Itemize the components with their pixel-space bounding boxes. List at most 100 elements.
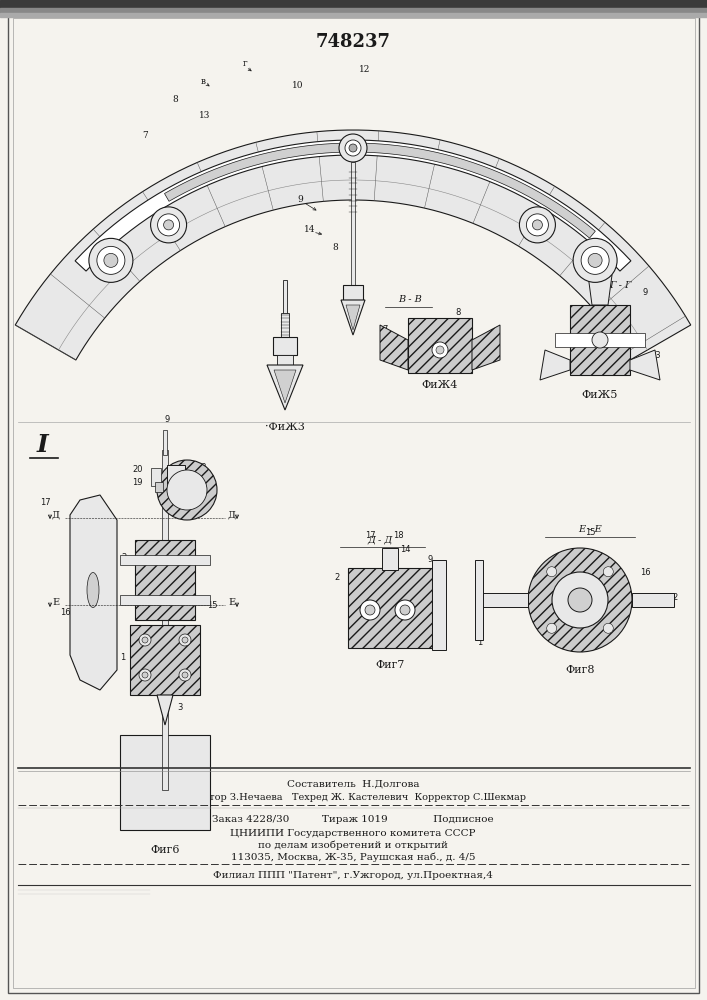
Text: Филиал ППП "Патент", г.Ужгород, ул.Проектная,4: Филиал ППП "Патент", г.Ужгород, ул.Проек…	[213, 871, 493, 880]
Ellipse shape	[87, 572, 99, 607]
Text: 9: 9	[428, 555, 433, 564]
Bar	[632, 593, 674, 607]
Text: 16: 16	[640, 568, 650, 577]
Circle shape	[568, 588, 592, 612]
Bar	[162, 450, 168, 790]
Circle shape	[360, 600, 380, 620]
Text: Составитель  Н.Долгова: Составитель Н.Долгова	[287, 780, 419, 788]
Circle shape	[588, 253, 602, 267]
Text: 17: 17	[40, 498, 50, 507]
Bar	[120, 555, 210, 565]
Text: 12: 12	[359, 66, 370, 75]
Polygon shape	[165, 143, 595, 238]
Text: Фиг8: Фиг8	[566, 665, 595, 675]
Circle shape	[139, 634, 151, 646]
Bar	[277, 355, 293, 365]
Circle shape	[603, 623, 613, 633]
Text: 8: 8	[332, 243, 338, 252]
Polygon shape	[157, 695, 173, 725]
Text: 21: 21	[195, 813, 206, 822]
Circle shape	[547, 623, 556, 633]
Text: Д: Д	[228, 511, 236, 520]
Text: 1: 1	[477, 638, 483, 647]
Polygon shape	[346, 305, 360, 330]
Text: Е: Е	[228, 598, 235, 607]
Circle shape	[163, 220, 174, 230]
Text: 13: 13	[199, 110, 211, 119]
Circle shape	[179, 634, 191, 646]
Polygon shape	[267, 365, 303, 410]
Text: г: г	[243, 58, 247, 68]
Polygon shape	[341, 300, 365, 335]
Bar	[0, 8, 707, 13]
Circle shape	[395, 600, 415, 620]
Bar	[167, 465, 185, 485]
Text: 15: 15	[585, 528, 595, 537]
Polygon shape	[274, 370, 296, 403]
Text: 14: 14	[304, 226, 316, 234]
Circle shape	[182, 672, 188, 678]
Text: 20: 20	[132, 465, 143, 474]
Bar	[120, 595, 210, 605]
Text: 14: 14	[189, 498, 200, 507]
Bar	[408, 318, 472, 373]
Text: ЦНИИПИ Государственного комитета СССР: ЦНИИПИ Государственного комитета СССР	[230, 828, 476, 838]
Text: 16: 16	[59, 608, 70, 617]
Circle shape	[139, 669, 151, 681]
Circle shape	[345, 140, 361, 156]
Text: 2: 2	[122, 553, 127, 562]
Polygon shape	[472, 325, 500, 370]
Text: 7: 7	[382, 325, 387, 334]
Text: 8: 8	[545, 368, 551, 377]
Bar	[475, 560, 483, 640]
Text: I: I	[36, 433, 48, 457]
Text: 14: 14	[399, 545, 410, 554]
Polygon shape	[16, 130, 691, 360]
Text: В - В: В - В	[398, 296, 422, 304]
Bar	[155, 482, 163, 492]
Circle shape	[436, 346, 444, 354]
Text: Фиг6: Фиг6	[151, 845, 180, 855]
Bar	[283, 280, 287, 315]
Circle shape	[151, 207, 187, 243]
Bar	[382, 548, 398, 570]
Text: 8: 8	[200, 463, 206, 472]
Circle shape	[432, 342, 448, 358]
Text: 8: 8	[455, 308, 461, 317]
Text: 748237: 748237	[315, 33, 390, 51]
Text: 9: 9	[643, 288, 648, 297]
Text: Е: Е	[53, 598, 60, 607]
Text: 7: 7	[207, 485, 213, 494]
Bar	[432, 560, 446, 650]
Polygon shape	[380, 325, 408, 370]
Circle shape	[339, 134, 367, 162]
Text: 3: 3	[177, 703, 182, 712]
Text: 1: 1	[119, 653, 125, 662]
Circle shape	[592, 332, 608, 348]
Text: Заказ 4228/30          Тираж 1019              Подписное: Заказ 4228/30 Тираж 1019 Подписное	[212, 816, 493, 824]
Circle shape	[532, 220, 542, 230]
Bar	[348, 568, 432, 648]
Bar	[130, 625, 200, 695]
Text: 10: 10	[292, 81, 304, 90]
Bar	[555, 333, 645, 347]
Bar	[281, 313, 289, 338]
Bar	[480, 593, 528, 607]
Circle shape	[581, 246, 609, 274]
Bar	[0, 13, 707, 17]
Circle shape	[179, 669, 191, 681]
Circle shape	[158, 214, 180, 236]
Text: 13: 13	[650, 351, 660, 360]
Circle shape	[527, 214, 549, 236]
Text: 2: 2	[672, 593, 677, 602]
Circle shape	[573, 238, 617, 282]
Text: 17: 17	[365, 531, 375, 540]
Bar	[120, 735, 210, 830]
Circle shape	[603, 567, 613, 577]
Text: по делам изобретений и открытий: по делам изобретений и открытий	[258, 840, 448, 850]
Circle shape	[182, 637, 188, 643]
Text: 19: 19	[418, 623, 428, 632]
Bar	[163, 430, 167, 455]
Text: Д: Д	[52, 511, 60, 520]
Text: в: в	[201, 78, 206, 87]
